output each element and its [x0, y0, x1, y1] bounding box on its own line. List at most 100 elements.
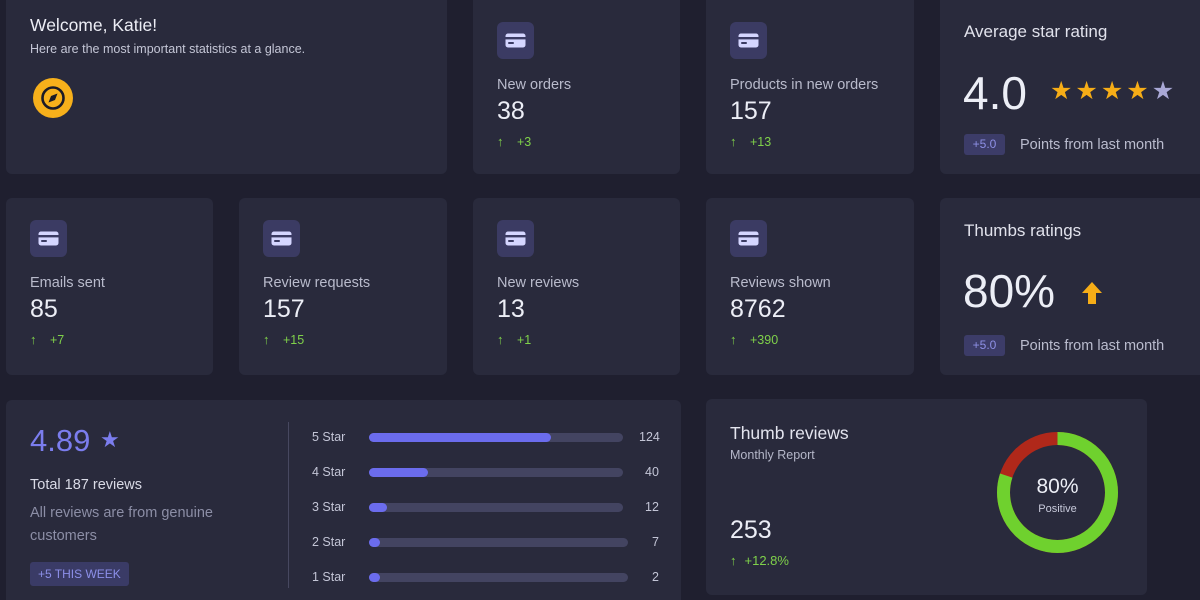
thumb-reviews-card: Thumb reviews Monthly Report 253 ↑ +12.8%…	[706, 399, 1147, 595]
average-star-rating-value: 4.0	[963, 67, 1027, 119]
stat-delta: ↑ +390	[730, 332, 778, 347]
stat-value: 13	[497, 295, 525, 323]
average-star-rating-card: Average star rating 4.0 ★ ★ ★ ★ ★ +5.0 Point…	[940, 0, 1200, 174]
stat-delta: ↑ +15	[263, 332, 304, 347]
stat-card-emails-sent: Emails sent 85 ↑ +7	[6, 198, 213, 375]
star-distribution-track	[369, 468, 623, 477]
star-distribution-row: 4 Star 40	[312, 465, 672, 479]
star-distribution-track	[369, 538, 628, 547]
welcome-subtitle: Here are the most important statistics a…	[30, 42, 306, 56]
thumb-reviews-subtitle: Monthly Report	[730, 448, 815, 462]
stat-card-reviews-shown: Reviews shown 8762 ↑ +390	[706, 198, 914, 375]
rating-change-badge: +5.0	[964, 134, 1005, 155]
star-distribution-track	[369, 503, 623, 512]
star-distribution-bar	[369, 538, 380, 547]
card-icon	[730, 22, 767, 59]
star-distribution-count: 124	[639, 430, 660, 444]
thumbs-ratings-title: Thumbs ratings	[964, 221, 1082, 240]
star-distribution-label: 5 Star	[312, 430, 346, 444]
arrow-up-icon: ↑	[263, 332, 270, 347]
star-icon: ★	[1075, 77, 1098, 105]
divider	[288, 422, 289, 588]
arrow-up-icon: ↑	[497, 134, 504, 149]
arrow-up-icon: ↑	[497, 332, 504, 347]
stat-label: Products in new orders	[730, 77, 879, 93]
stat-delta-value: +390	[750, 332, 779, 347]
star-distribution-label: 2 Star	[312, 535, 346, 549]
star-icon: ★	[1126, 77, 1149, 105]
stat-label: Reviews shown	[730, 275, 831, 291]
star-icon: ★	[100, 427, 120, 452]
stat-value: 85	[30, 295, 58, 323]
star-icon: ★	[1050, 77, 1073, 105]
stat-value: 38	[497, 97, 525, 125]
stat-delta: ↑ +3	[497, 134, 531, 149]
donut-positive-segment	[997, 432, 1118, 553]
star-distribution-track	[369, 573, 628, 582]
stat-card-review-requests: Review requests 157 ↑ +15	[239, 198, 447, 375]
thumbs-ratings-card: Thumbs ratings 80% +5.0 Points from last…	[940, 198, 1200, 375]
stat-card-new-reviews: New reviews 13 ↑ +1	[473, 198, 680, 375]
star-distribution-count: 2	[652, 570, 659, 584]
thumb-reviews-title: Thumb reviews	[730, 423, 849, 443]
star-icon: ★	[1151, 77, 1175, 105]
arrow-up-icon: ↑	[730, 332, 737, 347]
stat-delta-value: +3	[517, 134, 532, 149]
stat-delta-value: +13	[750, 134, 772, 149]
card-icon	[730, 220, 767, 257]
stat-value: 157	[263, 295, 305, 323]
rating-change-note: Points from last month	[1020, 137, 1165, 153]
arrow-up-icon: ↑	[730, 134, 737, 149]
star-distribution-row: 3 Star 12	[312, 500, 672, 514]
stat-label: Emails sent	[30, 275, 105, 291]
reviews-total: Total 187 reviews	[30, 477, 143, 493]
reviews-week-badge: +5 THIS WEEK	[30, 562, 129, 586]
star-distribution-count: 12	[645, 500, 659, 514]
card-icon	[30, 220, 67, 257]
stat-delta: ↑ +7	[30, 332, 64, 347]
star-icon: ★	[1100, 77, 1124, 105]
thumbs-ratings-value: 80%	[963, 265, 1056, 317]
thumbs-change-note: Points from last month	[1020, 338, 1165, 354]
thumbs-change-badge: +5.0	[964, 335, 1005, 356]
welcome-card: Welcome, Katie! Here are the most import…	[6, 0, 447, 174]
card-icon	[497, 22, 534, 59]
star-distribution-bar	[369, 573, 380, 582]
stat-delta-value: +15	[283, 332, 305, 347]
stat-label: New reviews	[497, 275, 580, 291]
stat-label: New orders	[497, 77, 572, 93]
arrow-up-icon: ↑	[30, 332, 37, 347]
arrow-up-icon	[1082, 282, 1102, 309]
card-icon	[497, 220, 534, 257]
reviews-description: All reviews are from genuine customers	[30, 505, 213, 544]
arrow-up-icon: ↑	[730, 553, 737, 568]
star-distribution-label: 3 Star	[312, 500, 346, 514]
star-distribution-bar	[369, 468, 428, 477]
positive-donut-chart	[997, 432, 1118, 553]
star-distribution-label: 4 Star	[312, 465, 346, 479]
star-distribution-label: 1 Star	[312, 570, 346, 584]
star-distribution-bar	[369, 503, 387, 512]
donut-label: Positive	[1038, 503, 1077, 515]
stat-card-products-in-new-orders: Products in new orders 157 ↑ +13	[706, 0, 914, 174]
compass-icon	[33, 78, 73, 118]
star-distribution-count: 7	[652, 535, 659, 549]
stat-card-new-orders: New orders 38 ↑ +3	[473, 0, 680, 174]
star-distribution-count: 40	[645, 465, 659, 479]
card-icon	[263, 220, 300, 257]
stat-value: 157	[730, 97, 772, 125]
star-distribution-row: 2 Star 7	[312, 535, 672, 549]
reviews-average-score: 4.89	[30, 423, 91, 458]
stat-delta-value: +7	[50, 332, 65, 347]
stat-delta: ↑ +1	[497, 332, 531, 347]
donut-percentage: 80%	[1036, 475, 1079, 498]
stat-value: 8762	[730, 295, 786, 323]
average-star-rating-title: Average star rating	[964, 22, 1108, 41]
thumb-reviews-delta: ↑ +12.8%	[730, 553, 789, 568]
stat-label: Review requests	[263, 275, 371, 291]
stat-delta: ↑ +13	[730, 134, 771, 149]
star-rating: ★ ★ ★ ★ ★	[1050, 79, 1174, 104]
star-distribution-track	[369, 433, 623, 442]
welcome-title: Welcome, Katie!	[30, 15, 158, 35]
star-distribution-bar	[369, 433, 551, 442]
